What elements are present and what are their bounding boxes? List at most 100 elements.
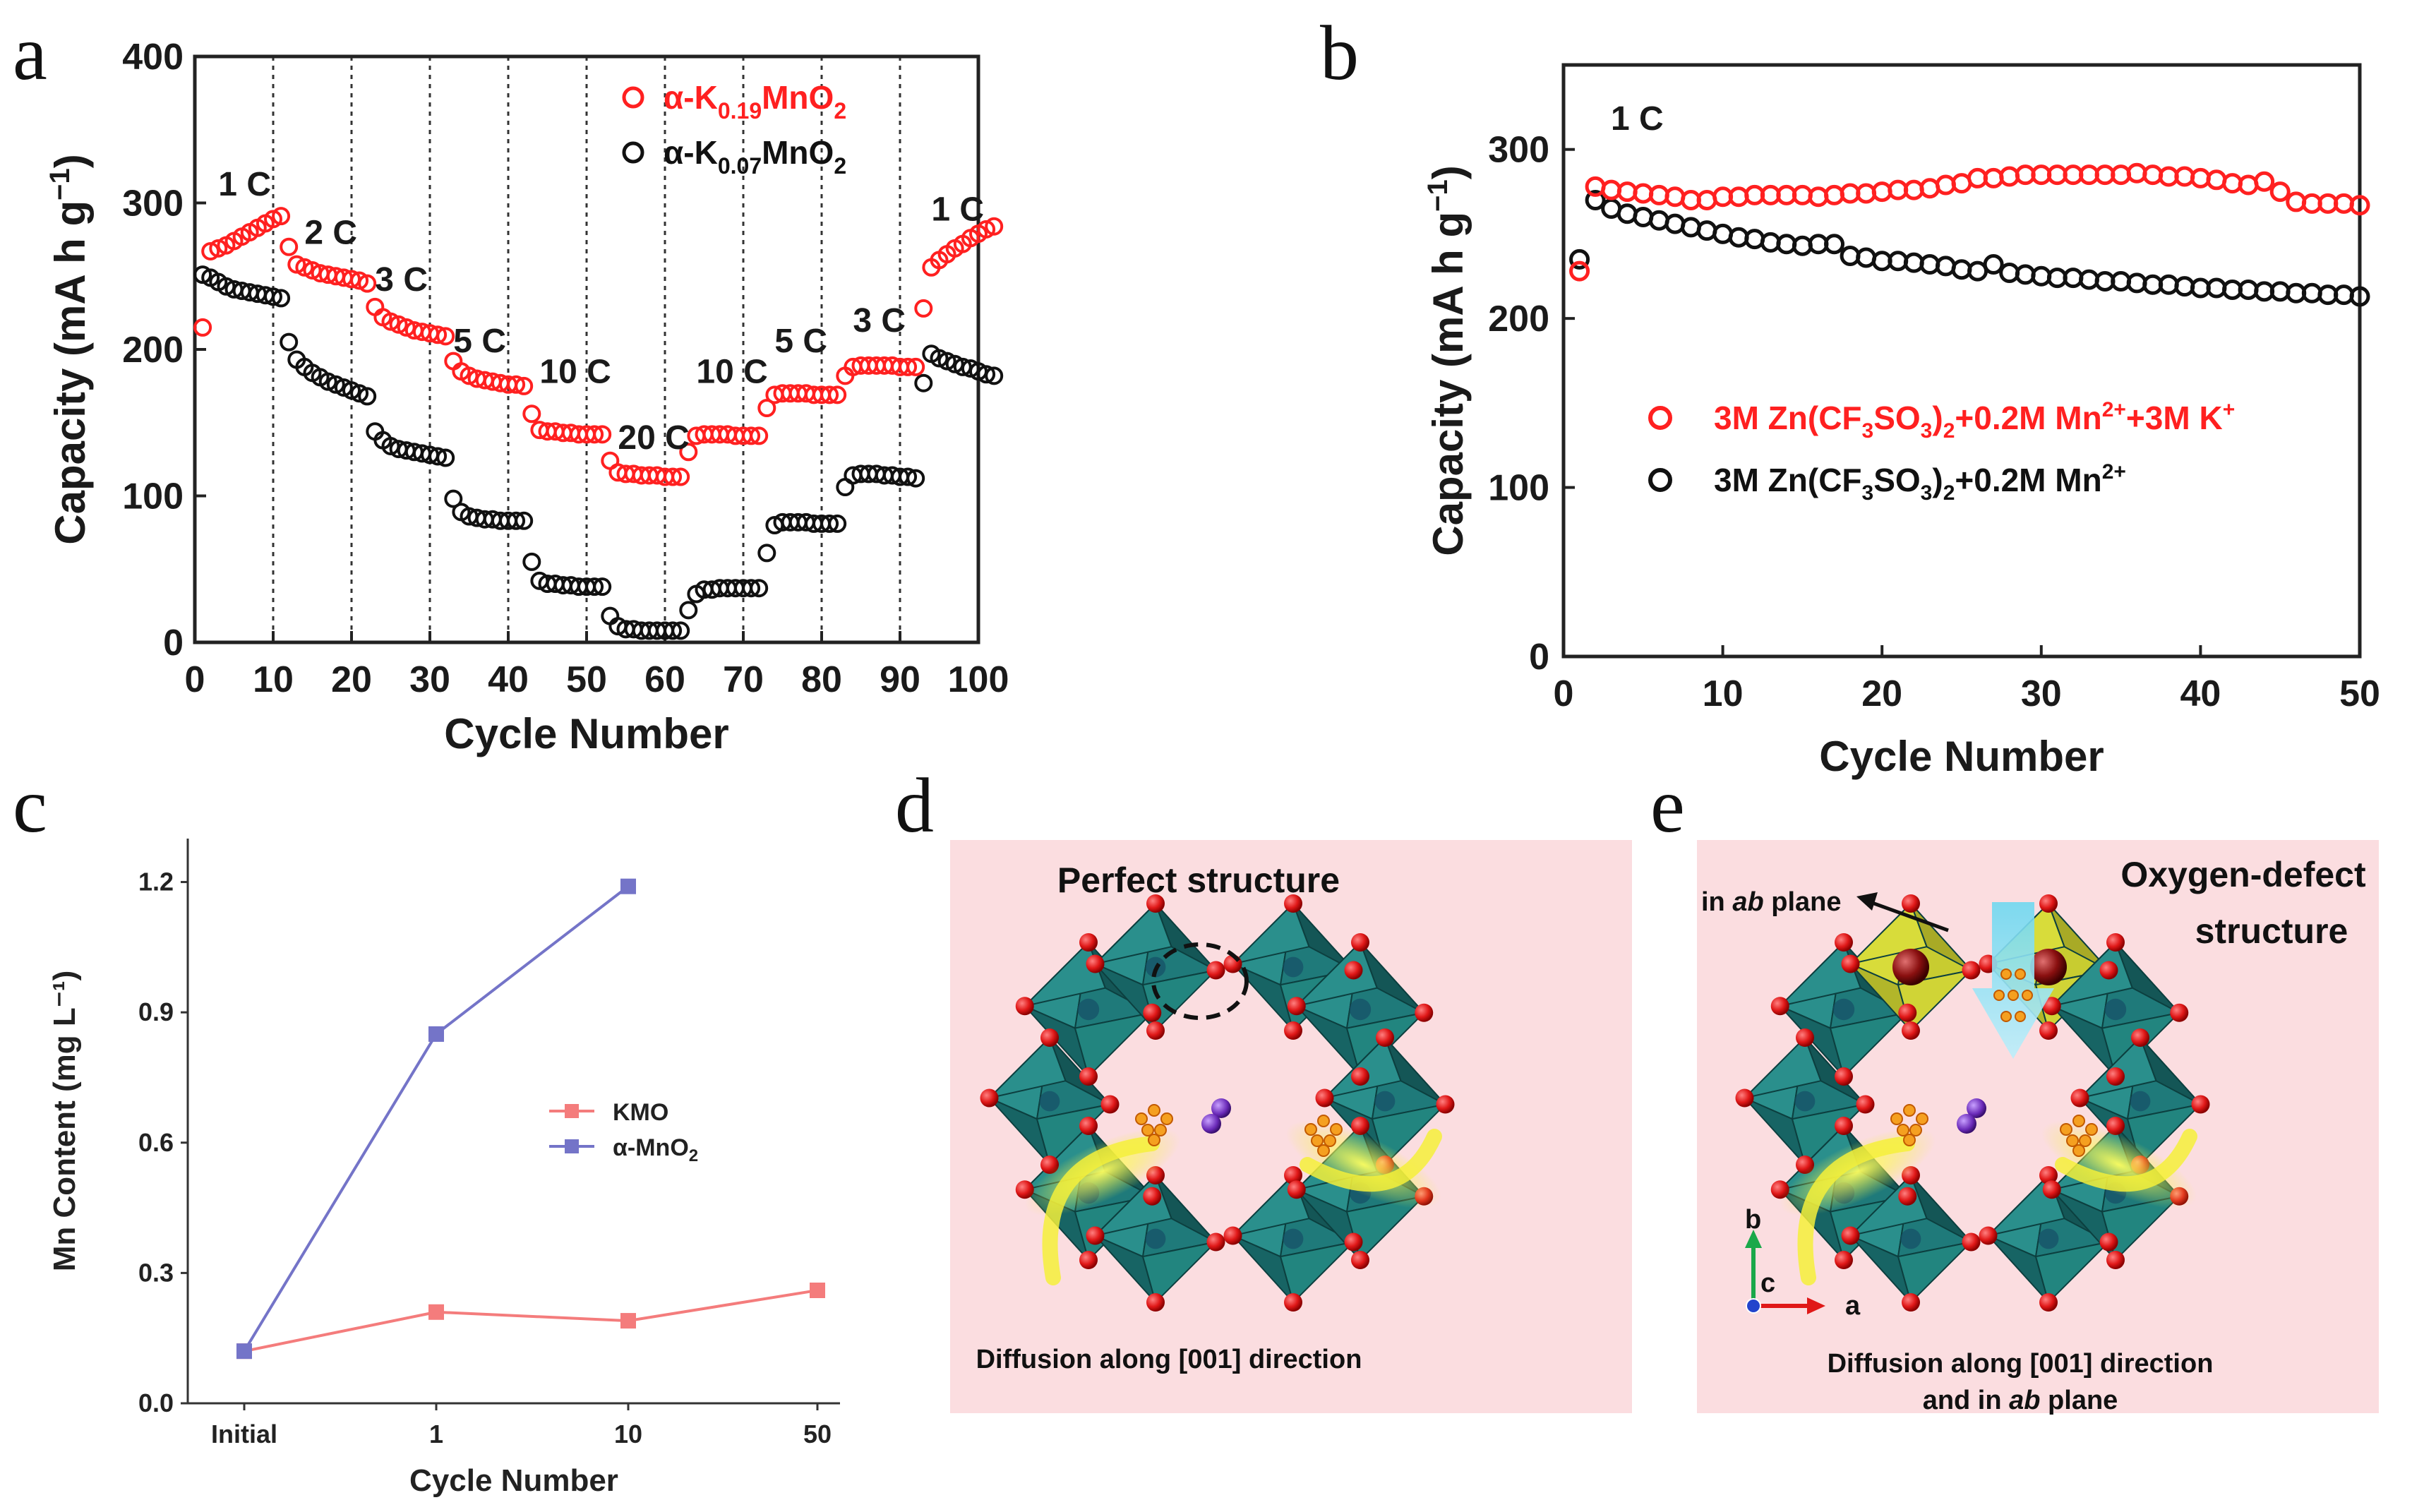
- y-tick-label: 0.9: [138, 997, 174, 1026]
- data-point: [2349, 286, 2370, 307]
- oxygen-atom: [1344, 961, 1363, 980]
- data-point: [820, 514, 839, 533]
- rate-label: 1 C: [218, 166, 271, 203]
- oxygen-atom: [1315, 1088, 1334, 1108]
- oxygen-atom: [1146, 1021, 1165, 1040]
- x-axis-title: Cycle Number: [444, 710, 728, 757]
- data-point: [389, 315, 408, 334]
- mn-center: [1349, 998, 1372, 1021]
- panel-label-e: e: [1650, 762, 1685, 848]
- legend-marker-black: [1648, 468, 1672, 492]
- oxygen-atom: [1223, 1226, 1242, 1245]
- y-tick-label: 0: [1529, 637, 1549, 678]
- y-tick-label: 300: [122, 184, 184, 224]
- panel-label-c: c: [13, 762, 47, 848]
- crystal-structure-drawing: [980, 894, 1455, 1312]
- x-tick-label: 20: [331, 659, 372, 700]
- data-point: [193, 318, 212, 337]
- x-tick-label: 80: [801, 659, 842, 700]
- oxygen-atom: [1770, 997, 1789, 1016]
- rate-label: 1 C: [931, 191, 984, 228]
- oxygen-atom: [1079, 1117, 1098, 1135]
- structure-caption-line1: Diffusion along [001] direction: [1828, 1349, 2214, 1379]
- zinc-ion: [2022, 990, 2033, 1001]
- mn-center: [1039, 1091, 1060, 1112]
- octahedron-face: [1279, 1240, 1356, 1304]
- axis-lines: [186, 839, 840, 1405]
- data-point: [679, 443, 698, 462]
- rate-annotation: 1 C: [1611, 100, 1664, 138]
- crystal-structure-drawing: [1735, 892, 2210, 1312]
- data-point: [272, 289, 291, 308]
- octahedron-face: [1093, 902, 1172, 966]
- oxygen-atom: [1284, 1021, 1302, 1040]
- oxygen-atom: [1835, 1251, 1853, 1269]
- legend-label-black: α-K0.07MnO2: [664, 134, 846, 179]
- oxygen-atom: [1962, 1232, 1981, 1252]
- data-point: [742, 579, 761, 598]
- data-point: [264, 287, 282, 306]
- data-point: [977, 220, 996, 239]
- oxygen-atom: [1376, 1028, 1394, 1047]
- zinc-ion: [1135, 1112, 1148, 1125]
- zinc-ion: [1897, 1124, 1909, 1136]
- data-point: [757, 399, 776, 417]
- zinc-ion: [1903, 1104, 1916, 1117]
- oxygen-atom: [2099, 961, 2118, 980]
- x-tick-label: 50: [803, 1420, 832, 1448]
- y-tick-label: 100: [1488, 468, 1549, 509]
- oxygen-atom: [2106, 1117, 2125, 1135]
- panel-label-d: d: [895, 762, 934, 848]
- x-tick-label: 0: [1554, 673, 1574, 714]
- ab-plane-label: in ab plane: [1701, 887, 1842, 917]
- data-point: [828, 385, 847, 404]
- rate-label: 10 C: [539, 354, 611, 391]
- oxygen-atom: [2106, 933, 2125, 952]
- data-point: [2349, 195, 2370, 216]
- oxygen-atom: [2106, 1251, 2125, 1269]
- oxygen-defect-structure-illustration: Oxygen-defect structure in ab plane b a …: [1697, 840, 2379, 1415]
- x-tick-label: 10: [614, 1420, 642, 1448]
- data-point: [428, 1026, 444, 1042]
- oxygen-atom: [2039, 1166, 2058, 1184]
- data-point: [977, 365, 996, 384]
- data-point: [585, 425, 604, 444]
- data-point: [280, 237, 299, 256]
- x-tick-label: 30: [409, 659, 450, 700]
- data-point: [906, 469, 925, 488]
- oxygen-atom: [1284, 1293, 1302, 1312]
- potassium-ion: [1957, 1114, 1976, 1134]
- x-tick-label: Initial: [211, 1420, 277, 1448]
- oxygen-atom: [1835, 1117, 1853, 1135]
- axis-triad: b a c: [1745, 1205, 1861, 1321]
- oxygen-atom: [1344, 1232, 1363, 1252]
- data-point: [295, 258, 314, 277]
- data-point: [350, 384, 369, 403]
- data-point: [1696, 220, 1717, 241]
- oxygen-atom: [1100, 1095, 1120, 1114]
- pointer-arrow-head: [1856, 892, 1878, 911]
- data-point: [428, 1304, 444, 1320]
- oxygen-atom: [1898, 1187, 1917, 1206]
- legend-label-red: α-K0.19MnO2: [664, 79, 846, 124]
- rate-label: 10 C: [696, 354, 767, 391]
- data-point: [810, 1283, 825, 1298]
- zinc-ion: [2008, 990, 2019, 1001]
- octahedron-face: [1074, 1012, 1155, 1078]
- zinc-ion: [1916, 1112, 1928, 1125]
- data-point: [937, 352, 956, 371]
- zinc-ion: [2000, 1011, 2012, 1022]
- zinc-ion: [2000, 968, 2012, 980]
- legend-marker-red: [1648, 406, 1672, 430]
- data-point: [1824, 234, 1845, 255]
- data-point: [515, 511, 534, 530]
- data-point: [593, 425, 612, 444]
- zinc-ion: [1141, 1124, 1154, 1136]
- data-point: [264, 210, 282, 229]
- data-point: [985, 366, 1004, 385]
- perfect-structure-illustration: Perfect structure Diffusion along [001] …: [950, 840, 1632, 1413]
- mn-center: [2038, 1228, 2059, 1249]
- zinc-ion: [1317, 1115, 1330, 1127]
- data-point: [444, 489, 463, 508]
- series-line: [243, 885, 630, 1352]
